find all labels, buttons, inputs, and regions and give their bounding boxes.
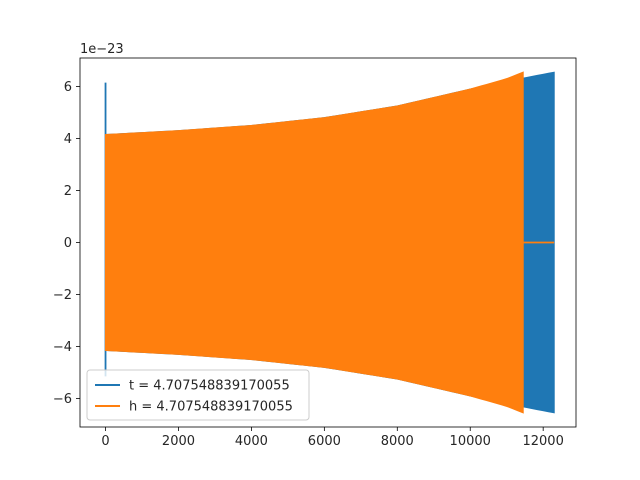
- x-tick-label: 0: [101, 434, 109, 449]
- x-tick-label: 8000: [381, 434, 414, 449]
- y-tick-label: −2: [53, 288, 72, 303]
- y-tick-label: 6: [64, 80, 72, 95]
- y-tick-label: 4: [64, 132, 72, 147]
- series-2: [104, 71, 555, 414]
- axes: 0 2000 4000 6000 8000 10000 12000 −6 −4 −2 0 2 4 6: [53, 57, 577, 449]
- x-tick-label: 6000: [308, 434, 341, 449]
- y-tick-label: −4: [53, 340, 72, 355]
- x-tick-label: 12000: [522, 434, 563, 449]
- x-tick-label: 4000: [235, 434, 268, 449]
- legend: t = 4.707548839170055 h = 4.7075488391700…: [86, 369, 310, 421]
- y-offset-label: 1e−23: [80, 42, 124, 57]
- y-tick-label: 2: [64, 184, 72, 199]
- y-tick-label: −6: [53, 392, 72, 407]
- legend-label-2: h = 4.707548839170055: [129, 400, 293, 415]
- series-2-oscillation-band: [104, 71, 524, 414]
- legend-label-1: t = 4.707548839170055: [129, 379, 290, 394]
- x-tick-label: 10000: [450, 434, 491, 449]
- plot-area: [104, 71, 555, 414]
- y-tick-label: 0: [64, 236, 72, 251]
- x-tick-label: 2000: [162, 434, 195, 449]
- legend-box: [86, 369, 310, 421]
